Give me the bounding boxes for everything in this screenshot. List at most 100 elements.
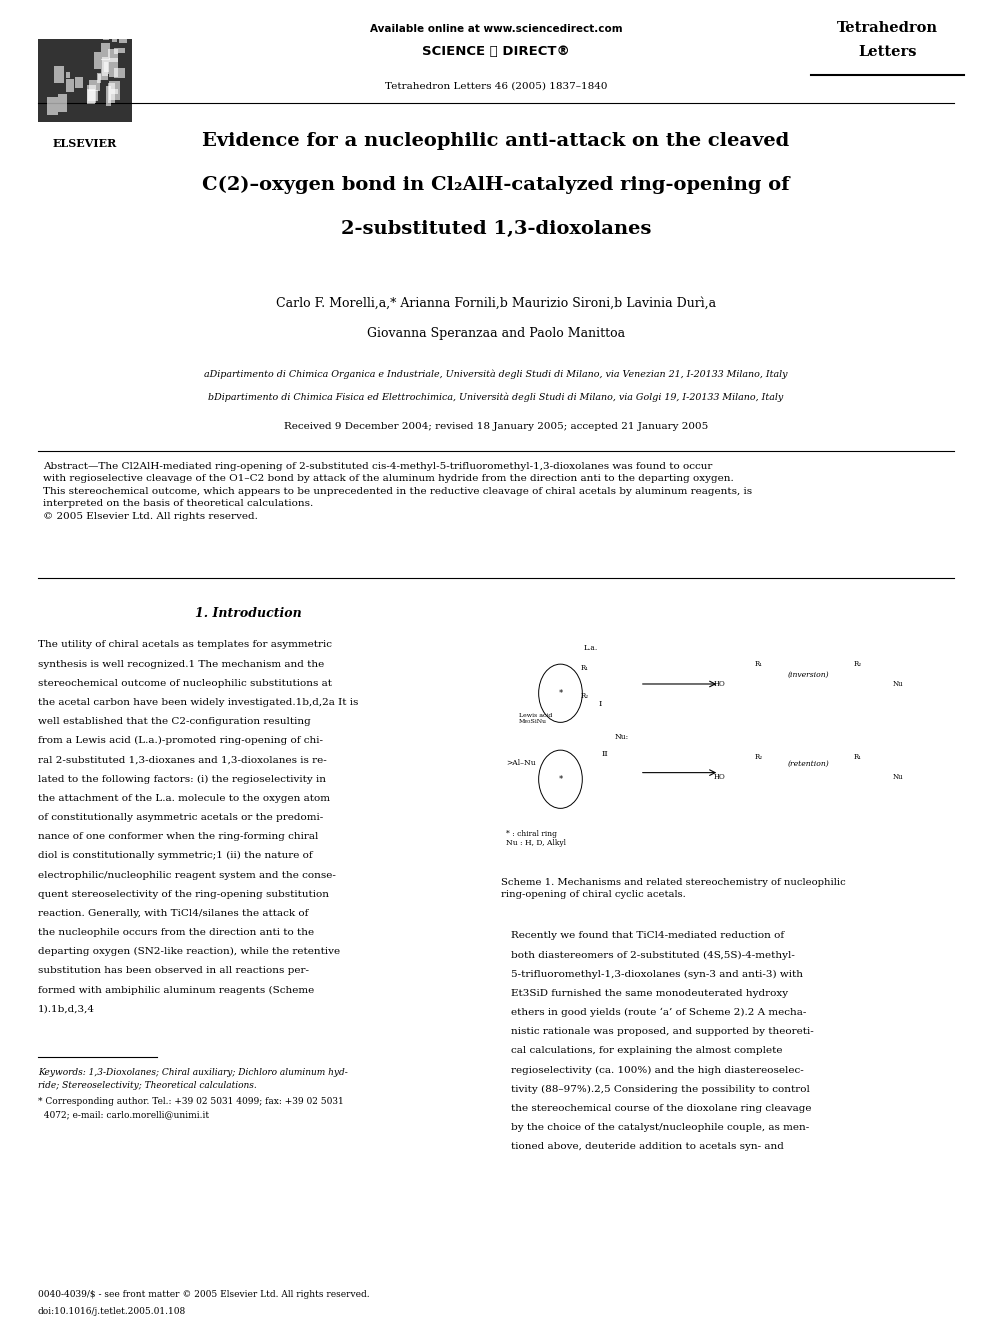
Text: Nu:: Nu: <box>615 733 629 741</box>
Text: tioned above, deuteride addition to acetals syn- and: tioned above, deuteride addition to acet… <box>511 1143 784 1151</box>
Text: well established that the C2-configuration resulting: well established that the C2-configurati… <box>38 717 310 726</box>
Bar <box>126 87 132 93</box>
Text: the attachment of the L.a. molecule to the oxygen atom: the attachment of the L.a. molecule to t… <box>38 794 329 803</box>
Text: Keywords: 1,3-Dioxolanes; Chiral auxiliary; Dichloro aluminum hyd-: Keywords: 1,3-Dioxolanes; Chiral auxilia… <box>38 1068 347 1077</box>
Text: *: * <box>558 689 562 697</box>
Text: C(2)–oxygen bond in Cl₂AlH-catalyzed ring-opening of: C(2)–oxygen bond in Cl₂AlH-catalyzed rin… <box>202 176 790 194</box>
Text: 4072; e-mail: carlo.morelli@unimi.it: 4072; e-mail: carlo.morelli@unimi.it <box>38 1110 209 1119</box>
Text: formed with ambiphilic aluminum reagents (Scheme: formed with ambiphilic aluminum reagents… <box>38 986 313 995</box>
Bar <box>118 29 124 42</box>
Text: tivity (88–97%).2,5 Considering the possibility to control: tivity (88–97%).2,5 Considering the poss… <box>511 1085 809 1094</box>
Text: from a Lewis acid (L.a.)-promoted ring-opening of chi-: from a Lewis acid (L.a.)-promoted ring-o… <box>38 737 322 745</box>
Text: quent stereoselectivity of the ring-opening substitution: quent stereoselectivity of the ring-open… <box>38 890 328 898</box>
Text: HO: HO <box>713 680 725 688</box>
Bar <box>100 37 104 42</box>
Bar <box>98 37 107 42</box>
Bar <box>98 29 105 45</box>
Text: * : chiral ring
Nu : H, D, Alkyl: * : chiral ring Nu : H, D, Alkyl <box>506 830 565 847</box>
Text: L.a.: L.a. <box>583 644 597 652</box>
Text: *: * <box>558 775 562 783</box>
Text: Tetrahedron Letters 46 (2005) 1837–1840: Tetrahedron Letters 46 (2005) 1837–1840 <box>385 82 607 91</box>
Text: >Al–Nu: >Al–Nu <box>506 759 536 767</box>
Text: 5-trifluoromethyl-1,3-dioxolanes (syn-3 and anti-3) with: 5-trifluoromethyl-1,3-dioxolanes (syn-3 … <box>511 970 803 979</box>
Text: Nu: Nu <box>893 773 903 781</box>
Bar <box>87 71 98 90</box>
Text: ethers in good yields (route ‘a’ of Scheme 2).2 A mecha-: ethers in good yields (route ‘a’ of Sche… <box>511 1008 806 1017</box>
Text: Letters: Letters <box>859 45 917 60</box>
Bar <box>106 34 109 44</box>
Text: departing oxygen (SN2-like reaction), while the retentive: departing oxygen (SN2-like reaction), wh… <box>38 947 340 957</box>
Text: electrophilic/nucleophilic reagent system and the conse-: electrophilic/nucleophilic reagent syste… <box>38 871 335 880</box>
Bar <box>123 38 128 53</box>
Text: by the choice of the catalyst/nucleophile couple, as men-: by the choice of the catalyst/nucleophil… <box>511 1123 809 1132</box>
Text: HO: HO <box>713 773 725 781</box>
Text: 1).1b,d,3,4: 1).1b,d,3,4 <box>38 1005 94 1013</box>
Text: (inversion): (inversion) <box>788 671 829 679</box>
Text: nistic rationale was proposed, and supported by theoreti-: nistic rationale was proposed, and suppo… <box>511 1028 813 1036</box>
Text: Received 9 December 2004; revised 18 January 2005; accepted 21 January 2005: Received 9 December 2004; revised 18 Jan… <box>284 422 708 431</box>
Bar <box>59 93 69 98</box>
Bar <box>66 28 74 45</box>
Text: ral 2-substituted 1,3-dioxanes and 1,3-dioxolanes is re-: ral 2-substituted 1,3-dioxanes and 1,3-d… <box>38 755 326 765</box>
Bar <box>65 38 68 42</box>
Text: ELSEVIER: ELSEVIER <box>53 138 117 148</box>
Text: 2-substituted 1,3-dioxolanes: 2-substituted 1,3-dioxolanes <box>341 220 651 238</box>
Bar <box>116 50 122 70</box>
Text: Abstract—The Cl2AlH-mediated ring-opening of 2-substituted cis-4-methyl-5-triflu: Abstract—The Cl2AlH-mediated ring-openin… <box>43 462 752 521</box>
Text: Nu: Nu <box>893 680 903 688</box>
Bar <box>80 45 89 58</box>
Text: II: II <box>602 750 608 758</box>
Text: Carlo F. Morelli,a,* Arianna Fornili,b Maurizio Sironi,b Lavinia Durì,a: Carlo F. Morelli,a,* Arianna Fornili,b M… <box>276 296 716 310</box>
Bar <box>107 53 112 64</box>
Bar <box>96 45 101 56</box>
Text: R₁: R₁ <box>854 753 862 761</box>
Bar <box>121 53 129 67</box>
Text: the acetal carbon have been widely investigated.1b,d,2a It is: the acetal carbon have been widely inves… <box>38 699 358 706</box>
Text: regioselectivity (ca. 100%) and the high diastereoselec-: regioselectivity (ca. 100%) and the high… <box>511 1066 804 1074</box>
Text: Recently we found that TiCl4-mediated reduction of: Recently we found that TiCl4-mediated re… <box>511 931 784 941</box>
Text: cal calculations, for explaining the almost complete: cal calculations, for explaining the alm… <box>511 1046 783 1056</box>
Bar <box>125 46 131 53</box>
Bar <box>75 89 83 101</box>
Text: R₂: R₂ <box>755 753 763 761</box>
Text: Giovanna Speranzaa and Paolo Manittoa: Giovanna Speranzaa and Paolo Manittoa <box>367 327 625 340</box>
Text: the stereochemical course of the dioxolane ring cleavage: the stereochemical course of the dioxola… <box>511 1105 811 1113</box>
Bar <box>99 45 106 54</box>
Text: the nucleophile occurs from the direction anti to the: the nucleophile occurs from the directio… <box>38 929 313 937</box>
Bar <box>127 32 133 44</box>
Text: bDipartimento di Chimica Fisica ed Elettrochimica, Università degli Studi di Mil: bDipartimento di Chimica Fisica ed Elett… <box>208 393 784 402</box>
Text: aDipartimento di Chimica Organica e Industriale, Università degli Studi di Milan: aDipartimento di Chimica Organica e Indu… <box>204 369 788 378</box>
Text: The utility of chiral acetals as templates for asymmetric: The utility of chiral acetals as templat… <box>38 640 331 650</box>
Text: reaction. Generally, with TiCl4/silanes the attack of: reaction. Generally, with TiCl4/silanes … <box>38 909 309 918</box>
Text: substitution has been observed in all reactions per-: substitution has been observed in all re… <box>38 967 309 975</box>
Text: I: I <box>598 700 602 708</box>
Text: lated to the following factors: (i) the regioselectivity in: lated to the following factors: (i) the … <box>38 775 325 783</box>
Text: Evidence for a nucleophilic anti-attack on the cleaved: Evidence for a nucleophilic anti-attack … <box>202 132 790 151</box>
Text: Et3SiD furnished the same monodeuterated hydroxy: Et3SiD furnished the same monodeuterated… <box>511 990 788 998</box>
Bar <box>62 60 71 77</box>
Bar <box>73 46 79 53</box>
Text: Lewis acid
Me₃SiNu: Lewis acid Me₃SiNu <box>519 713 553 724</box>
Text: of constitutionally asymmetric acetals or the predomi-: of constitutionally asymmetric acetals o… <box>38 812 323 822</box>
Bar <box>45 29 51 33</box>
Text: Tetrahedron: Tetrahedron <box>837 21 938 36</box>
Text: (retention): (retention) <box>788 759 829 767</box>
Text: R₁: R₁ <box>755 660 763 668</box>
Bar <box>126 85 133 98</box>
Text: R₁: R₁ <box>580 664 588 672</box>
Text: doi:10.1016/j.tetlet.2005.01.108: doi:10.1016/j.tetlet.2005.01.108 <box>38 1307 186 1316</box>
Text: Available online at www.sciencedirect.com: Available online at www.sciencedirect.co… <box>370 24 622 34</box>
Text: 0040-4039/$ - see front matter © 2005 Elsevier Ltd. All rights reserved.: 0040-4039/$ - see front matter © 2005 El… <box>38 1290 369 1299</box>
Text: Scheme 1. Mechanisms and related stereochemistry of nucleophilic
ring-opening of: Scheme 1. Mechanisms and related stereoc… <box>501 878 846 900</box>
Bar <box>65 37 71 45</box>
Text: * Corresponding author. Tel.: +39 02 5031 4099; fax: +39 02 5031: * Corresponding author. Tel.: +39 02 503… <box>38 1097 343 1106</box>
Bar <box>501 634 954 865</box>
Bar <box>89 53 93 73</box>
Text: 1. Introduction: 1. Introduction <box>194 607 302 620</box>
Text: synthesis is well recognized.1 The mechanism and the: synthesis is well recognized.1 The mecha… <box>38 660 324 668</box>
Text: ride; Stereoselectivity; Theoretical calculations.: ride; Stereoselectivity; Theoretical cal… <box>38 1081 257 1090</box>
Text: R₂: R₂ <box>854 660 862 668</box>
Bar <box>101 45 104 53</box>
Text: SCIENCE ⓐ DIRECT®: SCIENCE ⓐ DIRECT® <box>422 45 570 58</box>
Text: R₂: R₂ <box>580 692 588 700</box>
